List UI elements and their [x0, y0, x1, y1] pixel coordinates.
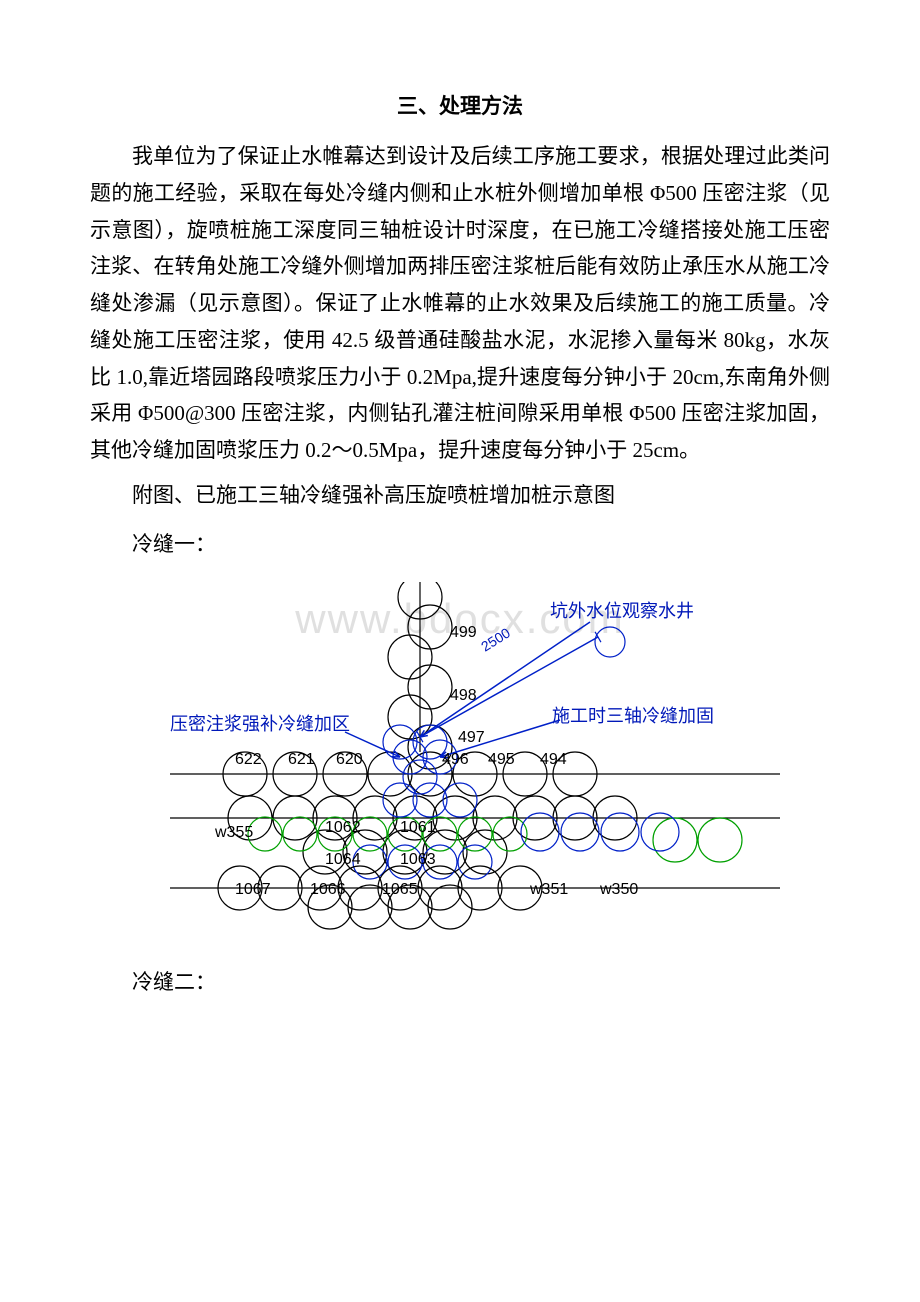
caption-cold-seam-1: 冷缝一： — [90, 526, 830, 563]
schematic-svg: 499 498 497 622 621 620 496 495 494 w355 1062 1061 1… — [120, 582, 800, 952]
svg-text:495: 495 — [488, 751, 515, 768]
svg-text:496: 496 — [442, 751, 469, 768]
svg-text:497: 497 — [458, 729, 485, 746]
svg-text:2500: 2500 — [478, 625, 513, 655]
svg-text:1067: 1067 — [235, 881, 271, 898]
svg-text:w355: w355 — [214, 824, 253, 841]
svg-text:压密注浆强补冷缝加区: 压密注浆强补冷缝加区 — [170, 714, 350, 734]
cold-seam-diagram: 499 498 497 622 621 620 496 495 494 w355 1062 1061 1… — [120, 582, 800, 952]
svg-text:1066: 1066 — [310, 881, 346, 898]
svg-text:w351: w351 — [529, 881, 568, 898]
appendix-label: 附图、已施工三轴冷缝强补高压旋喷桩增加桩示意图 — [90, 477, 830, 514]
caption-cold-seam-2: 冷缝二： — [90, 964, 830, 1001]
svg-text:622: 622 — [235, 751, 262, 768]
svg-text:621: 621 — [288, 751, 315, 768]
svg-text:w350: w350 — [599, 881, 638, 898]
svg-text:499: 499 — [450, 624, 477, 641]
svg-text:1065: 1065 — [382, 881, 418, 898]
svg-text:1063: 1063 — [400, 851, 436, 868]
svg-text:坑外水位观察水井: 坑外水位观察水井 — [550, 601, 694, 621]
svg-text:1064: 1064 — [325, 851, 361, 868]
svg-text:1061: 1061 — [400, 819, 436, 836]
section-title: 三、处理方法 — [90, 90, 830, 120]
svg-text:1062: 1062 — [325, 819, 361, 836]
svg-text:施工时三轴冷缝加固: 施工时三轴冷缝加固 — [552, 706, 714, 726]
svg-text:620: 620 — [336, 751, 363, 768]
main-paragraph: 我单位为了保证止水帷幕达到设计及后续工序施工要求，根据处理过此类问题的施工经验，… — [90, 138, 830, 469]
svg-text:498: 498 — [450, 687, 477, 704]
svg-text:494: 494 — [540, 751, 567, 768]
